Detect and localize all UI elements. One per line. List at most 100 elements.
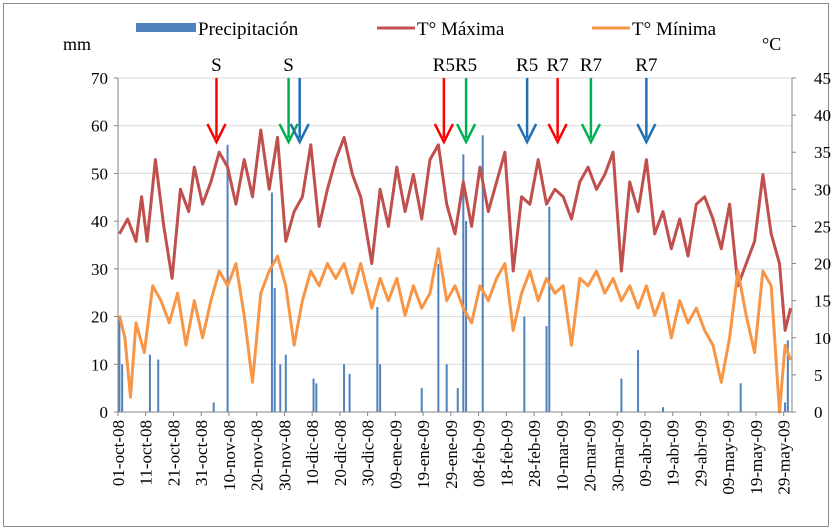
y-right-tick-label: 15 (814, 292, 831, 311)
x-tick-label: 19-abr-09 (664, 420, 683, 487)
annotation-label: R5 (455, 55, 477, 76)
legend: Precipitación T° Máxima T° Mínima (136, 19, 717, 40)
precipitation-bar (548, 206, 551, 412)
precipitation-bar (523, 316, 526, 412)
y-right-tick-label: 10 (814, 329, 831, 348)
annotation-label: R5 (433, 55, 455, 76)
x-tick-label: 29-abr-09 (691, 420, 710, 487)
annotation-label: R7 (580, 55, 602, 76)
precipitation-bar (279, 364, 282, 412)
annotation-arrowhead (547, 123, 568, 145)
precipitation-bar (662, 407, 665, 412)
y-left-tick-label: 40 (91, 212, 108, 231)
y-right-tick-label: 20 (814, 255, 831, 274)
annotation-label: S (211, 55, 222, 76)
axes: 0 10 20 30 40 50 60 70 0 5 10 15 20 25 30 35 40 45 mm °C 01-… (63, 34, 831, 495)
x-tick-label: 21-oct-08 (164, 420, 183, 486)
annotations: S S R5 R5 R5 R7 R7 R7 (206, 55, 657, 145)
precipitation-bar (343, 364, 346, 412)
y-right-tick-label: 35 (814, 143, 831, 162)
legend-label: T° Mínima (632, 19, 717, 40)
tmax-line (118, 128, 793, 332)
tmin-line (117, 247, 793, 414)
precipitation-bar (445, 364, 448, 412)
y-right-tick-label: 45 (814, 69, 831, 88)
annotation-arrowhead (455, 123, 477, 145)
legend-label: Precipitación (198, 19, 299, 40)
x-tick-label: 20-dic-08 (331, 420, 350, 486)
precipitation-bar (226, 144, 229, 413)
precipitation-bar (118, 316, 121, 412)
x-tick-label: 10-dic-08 (303, 420, 322, 486)
legend-label: T° Máxima (417, 19, 505, 40)
precipitation-bar (637, 349, 640, 412)
x-tick-label: 31-oct-08 (192, 420, 211, 486)
precipitation-bar (786, 340, 789, 412)
y-left-tick-label: 50 (91, 164, 108, 183)
precipitation-bar (545, 326, 548, 412)
precipitation-bar (481, 135, 484, 412)
precipitation-bar (212, 402, 215, 412)
precipitation-bar (376, 307, 379, 412)
precipitation-bar (379, 364, 382, 412)
precipitation-bar (270, 192, 273, 412)
x-tick-label: 01-oct-08 (109, 420, 128, 486)
y-left-tick-label: 10 (91, 355, 108, 374)
y-left-unit: mm (63, 34, 91, 54)
precipitation-bar (456, 388, 459, 412)
y-right-tick-label: 40 (814, 106, 831, 125)
y-left-tick-label: 30 (91, 260, 108, 279)
x-tick-label: 10-mar-09 (553, 420, 572, 491)
x-tick-label: 11-oct-08 (137, 420, 156, 485)
chart-frame (3, 3, 829, 527)
y-right-tick-label: 5 (814, 366, 823, 385)
x-tick-label: 20-mar-09 (581, 420, 600, 491)
x-tick-label: 08-feb-09 (470, 420, 489, 487)
precipitation-bar (284, 354, 287, 412)
x-tick-label: 20-nov-08 (248, 420, 267, 491)
x-tick-label: 30-mar-09 (608, 420, 627, 491)
x-tick-label: 28-feb-09 (525, 420, 544, 487)
annotation-arrowhead (516, 123, 538, 145)
x-tick-label: 09-ene-09 (386, 420, 405, 489)
x-tick-label: 19-may-09 (747, 420, 766, 495)
precipitation-bar (121, 364, 124, 412)
y-right-unit: °C (762, 34, 781, 54)
y-right-tick-label: 0 (814, 403, 823, 422)
x-tick-label: 29-may-09 (775, 420, 794, 495)
x-tick-label: 30-dic-08 (359, 420, 378, 486)
annotation-arrowhead (433, 123, 455, 145)
x-tick-label: 30-nov-08 (275, 420, 294, 491)
annotation-label: S (283, 55, 294, 76)
precipitation-bar (315, 383, 318, 412)
precipitation-bar (348, 373, 351, 412)
annotation-label: R5 (516, 55, 538, 76)
x-tick-label: 29-ene-09 (442, 420, 461, 489)
precipitation-bar (157, 359, 160, 412)
x-tick-label: 18-feb-09 (497, 420, 516, 487)
y-right-tick-label: 25 (814, 217, 831, 236)
precipitation-bar (437, 264, 440, 412)
x-tick-label: 10-nov-08 (220, 420, 239, 491)
precipitation-bar (148, 354, 151, 412)
temperature-lines (117, 128, 793, 414)
annotation-arrowhead (580, 123, 602, 145)
annotation-arrowhead (636, 123, 657, 145)
annotation-arrowhead (206, 123, 227, 145)
y-left-tick-label: 20 (91, 308, 108, 327)
precipitation-bar (273, 287, 276, 412)
precipitation-bar (465, 221, 468, 412)
gridlines (118, 77, 792, 365)
y-right-tick-label: 30 (814, 180, 831, 199)
precipitation-bar (739, 383, 742, 412)
y-left-tick-label: 60 (91, 117, 108, 136)
precipitation-bar (784, 402, 787, 412)
x-tick-label: 09-may-09 (719, 420, 738, 495)
annotation-arrowhead (289, 123, 310, 145)
precipitation-bar (420, 388, 423, 412)
annotation-label: R7 (547, 55, 569, 76)
precipitation-bar (462, 154, 465, 413)
y-left-tick-label: 0 (100, 403, 109, 422)
x-tick-label: 19-ene-09 (414, 420, 433, 489)
